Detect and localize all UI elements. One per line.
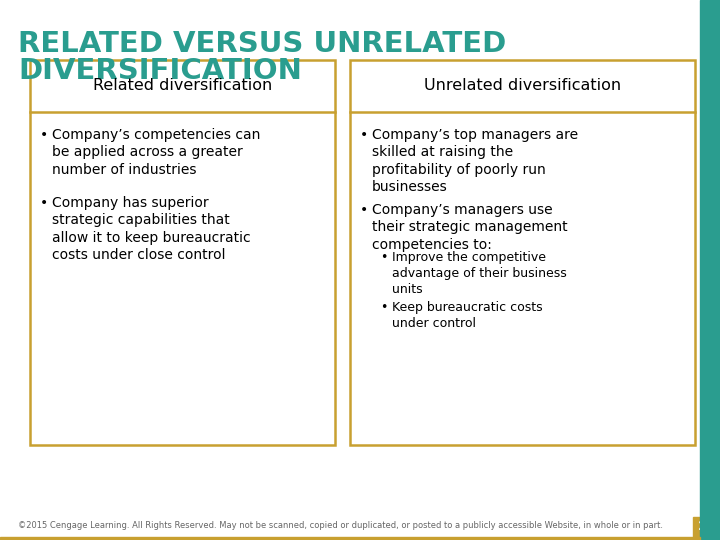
Text: RELATED VERSUS UNRELATED: RELATED VERSUS UNRELATED xyxy=(18,30,506,58)
Bar xyxy=(350,60,695,445)
Text: Related diversification: Related diversification xyxy=(93,78,272,93)
Bar xyxy=(700,0,720,540)
Text: Improve the competitive
advantage of their business
units: Improve the competitive advantage of the… xyxy=(392,251,567,296)
Text: •: • xyxy=(380,251,387,264)
Text: Company’s top managers are
skilled at raising the
profitability of poorly run
bu: Company’s top managers are skilled at ra… xyxy=(372,128,578,194)
Bar xyxy=(0,537,700,540)
Text: Company has superior
strategic capabilities that
allow it to keep bureaucratic
c: Company has superior strategic capabilit… xyxy=(52,196,251,262)
Text: Keep bureaucratic costs
under control: Keep bureaucratic costs under control xyxy=(392,301,543,330)
Text: •: • xyxy=(40,196,48,210)
Text: •: • xyxy=(360,203,368,217)
Bar xyxy=(30,60,335,445)
Text: Unrelated diversification: Unrelated diversification xyxy=(424,78,621,93)
Bar xyxy=(693,517,720,537)
Text: Company’s managers use
their strategic management
competencies to:: Company’s managers use their strategic m… xyxy=(372,203,567,252)
Text: •: • xyxy=(380,301,387,314)
Text: •: • xyxy=(40,128,48,142)
Text: DIVERSIFICATION: DIVERSIFICATION xyxy=(18,57,302,85)
Text: •: • xyxy=(360,128,368,142)
Text: ©2015 Cengage Learning. All Rights Reserved. May not be scanned, copied or dupli: ©2015 Cengage Learning. All Rights Reser… xyxy=(18,521,663,530)
Text: Company’s competencies can
be applied across a greater
number of industries: Company’s competencies can be applied ac… xyxy=(52,128,261,177)
Text: 22: 22 xyxy=(698,521,716,534)
